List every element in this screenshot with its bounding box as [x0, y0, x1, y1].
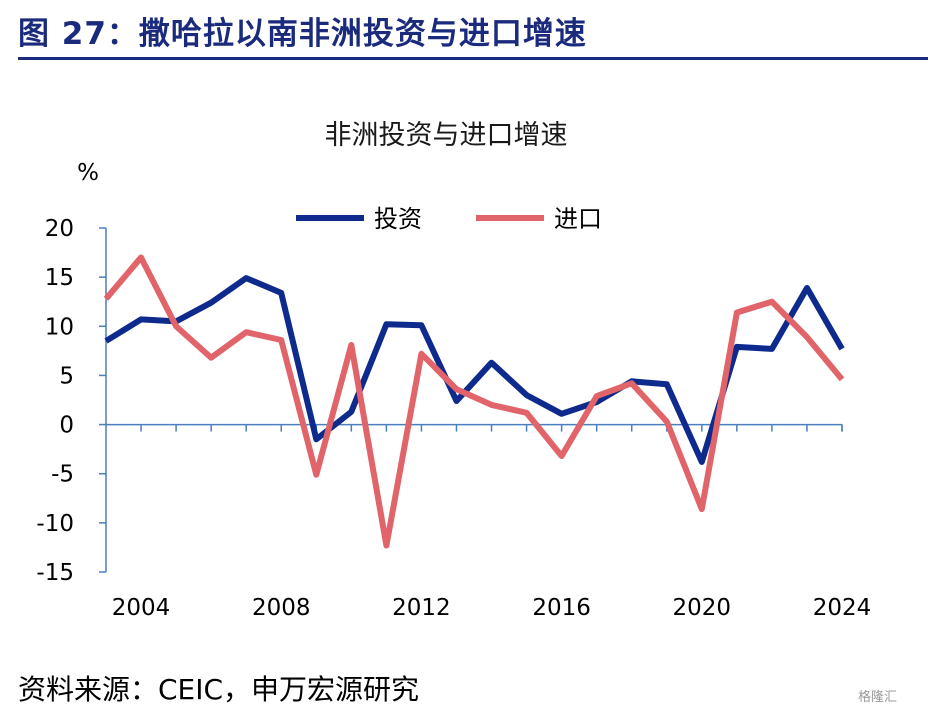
y-tick-label: -10: [36, 511, 74, 537]
x-tick-label: 2016: [532, 595, 591, 621]
series-line-investment: [104, 275, 845, 465]
x-tick-label: 2024: [813, 595, 872, 621]
y-tick-label: 5: [59, 363, 74, 389]
axes: 20 15 10 5 0 -5 -10 -15 2004 2008 2012 2016 2020 2024: [36, 216, 871, 621]
title-divider: [18, 57, 928, 60]
series-line-imports: [103, 254, 845, 549]
y-tick-label: 0: [59, 413, 74, 439]
y-tick-label: -5: [51, 462, 74, 488]
watermark: 格隆汇: [858, 690, 898, 705]
source-note: 资料来源：CEIC，申万宏源研究: [18, 673, 420, 706]
y-tick-label: 20: [45, 216, 74, 242]
y-axis-label: %: [77, 160, 99, 186]
legend-label-imports: 进口: [554, 205, 602, 233]
y-tick-label: 15: [45, 265, 74, 291]
x-tick-label: 2012: [392, 595, 451, 621]
series-group: [103, 254, 845, 549]
y-tick-label: -15: [36, 560, 74, 586]
line-chart: 非洲投资与进口增速 % 投资 进口 20 15 10 5 0 -5 -10 -15 2004 200…: [36, 120, 871, 621]
x-tick-label: 2008: [252, 595, 311, 621]
figure-title: 图 27：撒哈拉以南非洲投资与进口增速: [18, 16, 587, 52]
x-tick-label: 2020: [673, 595, 732, 621]
x-tick-label: 2004: [112, 595, 171, 621]
legend: 投资 进口: [296, 205, 602, 233]
y-tick-label: 10: [45, 314, 74, 340]
legend-label-investment: 投资: [374, 205, 422, 233]
chart-title: 非洲投资与进口增速: [325, 120, 568, 151]
